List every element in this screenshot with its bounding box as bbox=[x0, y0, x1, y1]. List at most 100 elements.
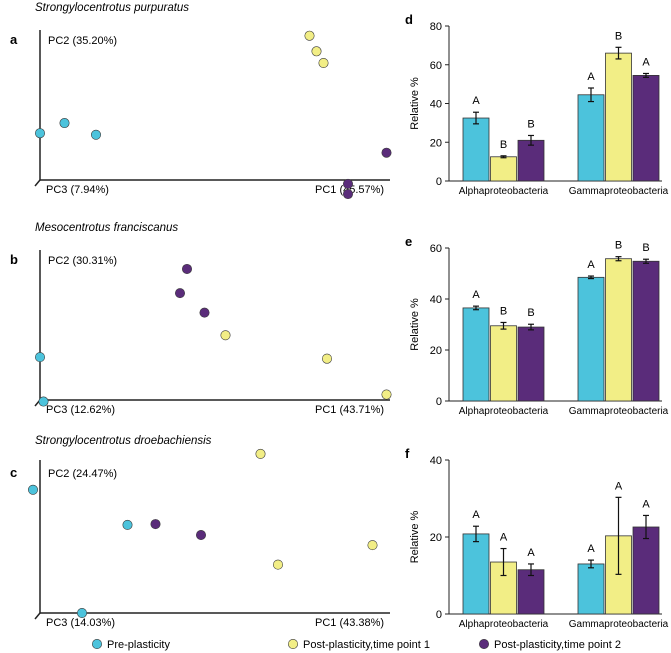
y-tick-label: 0 bbox=[436, 396, 442, 408]
bar-tp2 bbox=[518, 140, 544, 181]
significance-letter: B bbox=[500, 305, 507, 317]
bar-tp1 bbox=[491, 326, 517, 401]
bar-panel-d: d 0 20 40 60 80 Relative % A B B Alphaproteobacter… bbox=[405, 12, 669, 197]
y-tick-label: 20 bbox=[430, 532, 442, 544]
x-axis-label: PC1 (43.71%) bbox=[315, 404, 384, 416]
scatter-point-tp1 bbox=[221, 331, 230, 340]
significance-letter: B bbox=[642, 242, 649, 254]
scatter-point-pre bbox=[39, 397, 48, 406]
bar-tp2 bbox=[518, 570, 544, 614]
bar-pre bbox=[463, 308, 489, 401]
scatter-point-tp1 bbox=[319, 58, 328, 67]
panel-label: a bbox=[10, 32, 18, 47]
scatter-point-tp2 bbox=[343, 179, 352, 188]
figure-canvas: aStrongylocentrotus purpuratusPC2 (35.20… bbox=[0, 0, 671, 653]
significance-letter: B bbox=[527, 307, 534, 319]
category-label: Gammaproteobacteria bbox=[569, 186, 669, 197]
scatter-point-pre bbox=[28, 485, 37, 494]
significance-letter: A bbox=[642, 56, 650, 68]
significance-letter: A bbox=[642, 498, 650, 510]
scatter-point-tp2 bbox=[196, 530, 205, 539]
y-tick-label: 0 bbox=[436, 609, 442, 621]
scatter-point-tp2 bbox=[200, 308, 209, 317]
corner-axis-label: PC3 (12.62%) bbox=[46, 404, 115, 416]
bar-tp2 bbox=[633, 75, 659, 181]
scatter-panel-a: a Strongylocentrotus purpuratus PC2 (35.20… bbox=[10, 2, 391, 199]
bar-tp1 bbox=[606, 259, 632, 401]
z-axis bbox=[35, 613, 40, 619]
significance-letter: A bbox=[472, 289, 480, 301]
y-tick-label: 40 bbox=[430, 294, 442, 306]
scatter-point-tp1 bbox=[305, 31, 314, 40]
significance-letter: A bbox=[500, 532, 508, 544]
y-tick-label: 40 bbox=[430, 99, 442, 111]
significance-letter: A bbox=[615, 480, 623, 492]
significance-letter: B bbox=[527, 118, 534, 130]
legend: Pre-plasticity Post-plasticity,time point… bbox=[92, 639, 621, 651]
panel-label: e bbox=[405, 234, 412, 249]
scatter-point-tp2 bbox=[175, 288, 184, 297]
category-label: Gammaproteobacteria bbox=[569, 406, 669, 417]
y-tick-label: 80 bbox=[430, 21, 442, 33]
z-axis bbox=[35, 180, 40, 186]
panel-title: Strongylocentrotus purpuratus bbox=[35, 2, 189, 14]
y-axis-label: PC2 (30.31%) bbox=[48, 255, 117, 267]
y-tick-label: 20 bbox=[430, 137, 442, 149]
scatter-point-pre bbox=[123, 520, 132, 529]
bar-pre bbox=[463, 534, 489, 614]
scatter-point-tp2 bbox=[182, 264, 191, 273]
legend-swatch bbox=[288, 639, 297, 648]
scatter-panel-c: c Strongylocentrotus droebachiensis PC2 (2… bbox=[10, 435, 390, 629]
scatter-point-pre bbox=[60, 118, 69, 127]
bar-tp1 bbox=[491, 157, 517, 181]
panel-label: b bbox=[10, 252, 18, 267]
legend-swatch bbox=[92, 639, 101, 648]
legend-swatch bbox=[479, 639, 488, 648]
significance-letter: A bbox=[472, 95, 480, 107]
category-label: Gammaproteobacteria bbox=[569, 619, 669, 630]
y-axis-label: Relative % bbox=[409, 77, 421, 130]
y-tick-label: 20 bbox=[430, 345, 442, 357]
scatter-point-pre bbox=[35, 129, 44, 138]
category-label: Alphaproteobacteria bbox=[459, 619, 549, 630]
y-tick-label: 60 bbox=[430, 243, 442, 255]
scatter-point-tp2 bbox=[382, 148, 391, 157]
panel-label: f bbox=[405, 446, 410, 461]
scatter-point-tp1 bbox=[273, 560, 282, 569]
scatter-point-tp1 bbox=[368, 540, 377, 549]
panel-label: c bbox=[10, 465, 17, 480]
bar-pre bbox=[578, 277, 604, 401]
significance-letter: A bbox=[527, 547, 535, 559]
scatter-point-tp1 bbox=[256, 449, 265, 458]
corner-axis-label: PC3 (14.03%) bbox=[46, 617, 115, 629]
y-axis-label: PC2 (24.47%) bbox=[48, 468, 117, 480]
scatter-point-pre bbox=[77, 608, 86, 617]
bar-panel-e: e 0 20 40 60 Relative % A B B Alphaproteobacteria… bbox=[405, 234, 669, 417]
legend-label: Pre-plasticity bbox=[107, 639, 170, 651]
panel-label: d bbox=[405, 12, 413, 27]
scatter-panel-b: b Mesocentrotus franciscanus PC2 (30.31%) P… bbox=[10, 222, 391, 416]
y-tick-label: 0 bbox=[436, 176, 442, 188]
scatter-point-tp2 bbox=[343, 189, 352, 198]
corner-axis-label: PC3 (7.94%) bbox=[46, 184, 109, 196]
significance-letter: A bbox=[472, 509, 480, 521]
y-tick-label: 40 bbox=[430, 455, 442, 467]
significance-letter: A bbox=[587, 543, 595, 555]
y-axis-label: Relative % bbox=[409, 298, 421, 351]
scatter-point-tp1 bbox=[382, 390, 391, 399]
bar-panel-f: f 0 20 40 Relative % A A A Alphaproteobacteria A A… bbox=[405, 446, 669, 630]
bar-pre bbox=[578, 95, 604, 181]
legend-label: Post-plasticity,time point 2 bbox=[494, 639, 621, 651]
significance-letter: A bbox=[587, 71, 595, 83]
scatter-point-tp1 bbox=[312, 47, 321, 56]
bar-tp2 bbox=[518, 327, 544, 401]
scatter-point-pre bbox=[35, 352, 44, 361]
y-tick-label: 60 bbox=[430, 60, 442, 72]
bar-pre bbox=[463, 118, 489, 181]
category-label: Alphaproteobacteria bbox=[459, 406, 549, 417]
significance-letter: A bbox=[587, 259, 595, 271]
significance-letter: B bbox=[500, 139, 507, 151]
panel-title: Strongylocentrotus droebachiensis bbox=[35, 435, 212, 447]
bar-tp1 bbox=[606, 53, 632, 181]
bar-tp2 bbox=[633, 527, 659, 614]
